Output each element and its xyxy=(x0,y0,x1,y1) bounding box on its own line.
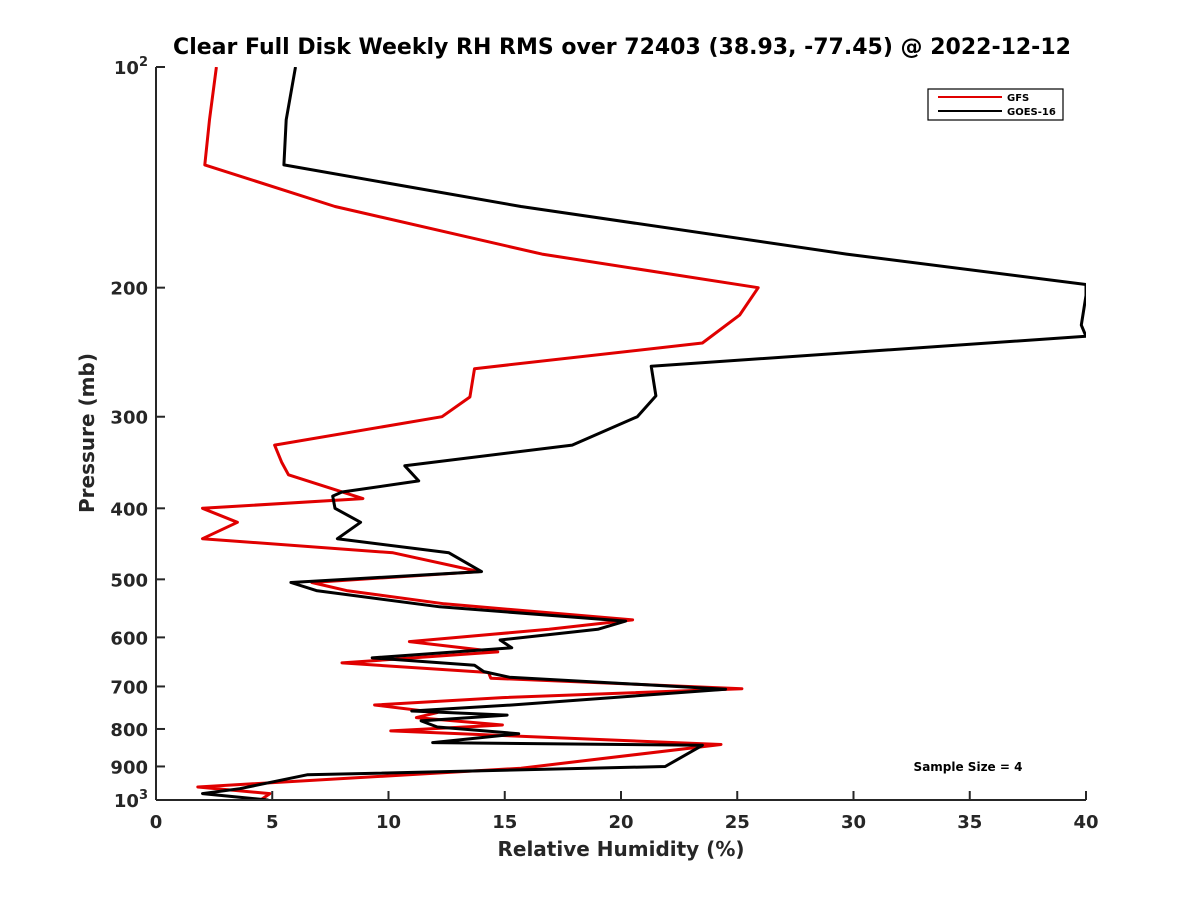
chart-title: Clear Full Disk Weekly RH RMS over 72403… xyxy=(173,35,1071,60)
legend-box xyxy=(927,88,1064,121)
legend-label-gfs: GFS xyxy=(1007,93,1029,104)
y-axis-label: Pressure (mb) xyxy=(75,353,99,513)
y-tick-label: 400 xyxy=(110,499,148,520)
x-axis-label: Relative Humidity (%) xyxy=(497,837,744,861)
y-tick-label: 500 xyxy=(110,570,148,591)
y-tick-label: 200 xyxy=(110,279,148,300)
x-tick-label: 10 xyxy=(376,812,401,833)
x-tick-label: 25 xyxy=(725,812,750,833)
x-tick-label: 5 xyxy=(266,812,279,833)
x-tick-label: 30 xyxy=(841,812,866,833)
x-tick-label: 0 xyxy=(150,812,163,833)
x-tick-label: 20 xyxy=(608,812,633,833)
y-tick-label: 700 xyxy=(110,677,148,698)
y-tick-label: 300 xyxy=(110,408,148,429)
x-tick-label: 15 xyxy=(492,812,517,833)
x-tick-label: 35 xyxy=(957,812,982,833)
legend-label-goes16: GOES-16 xyxy=(1007,107,1056,118)
plot-area xyxy=(156,67,1086,800)
sample-size-annotation: Sample Size = 4 xyxy=(914,760,1023,774)
y-tick-label: 900 xyxy=(110,757,148,778)
legend: GFS GOES-16 xyxy=(927,88,1064,121)
y-tick-label: 103 xyxy=(114,788,148,812)
y-tick-label: 800 xyxy=(110,720,148,741)
series-line-goes16 xyxy=(201,67,1086,800)
y-tick-label: 102 xyxy=(114,55,148,79)
y-tick-label: 600 xyxy=(110,628,148,649)
x-tick-label: 40 xyxy=(1073,812,1098,833)
